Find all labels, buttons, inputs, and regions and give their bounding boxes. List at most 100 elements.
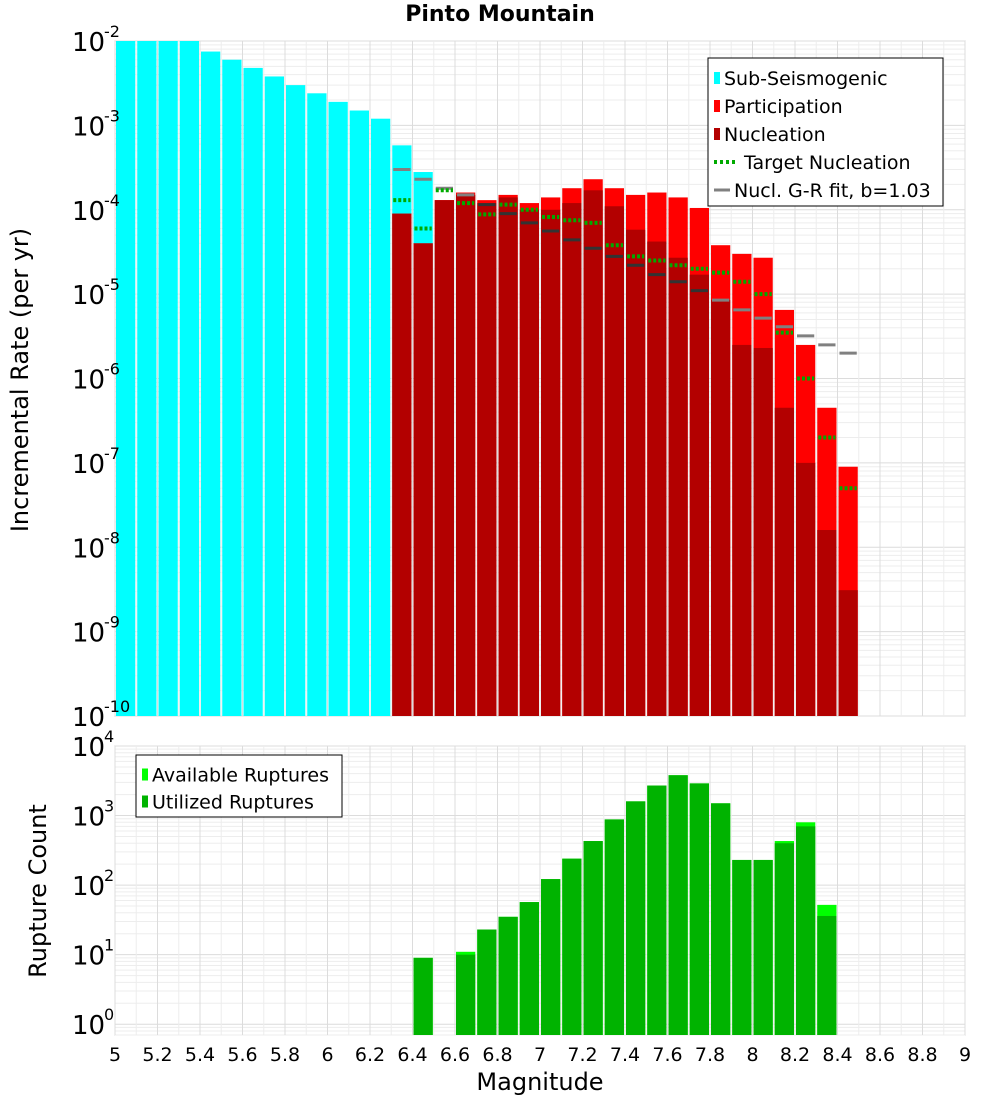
sub-seismogenic-bar	[371, 118, 391, 716]
utilized-ruptures-bar	[796, 826, 816, 1035]
x-tick-label: 5.4	[185, 1044, 215, 1066]
sub-seismogenic-bar	[264, 76, 284, 717]
x-tick-label: 6.2	[355, 1044, 385, 1066]
nucleation-bar	[519, 209, 539, 716]
y-tick-exponent: -4	[104, 191, 120, 210]
top-legend-swatch	[714, 100, 720, 112]
x-tick-label: 8.2	[780, 1044, 810, 1066]
bottom-legend-swatch	[142, 795, 148, 808]
y-tick-label: 10	[72, 1011, 105, 1041]
sub-seismogenic-bar	[328, 101, 348, 716]
y-tick-label: 10	[72, 619, 105, 649]
y-tick-exponent: 0	[104, 1005, 114, 1024]
top-legend-label: Participation	[724, 96, 843, 118]
nucleation-bar	[583, 190, 603, 716]
y-tick-exponent: 2	[104, 866, 114, 885]
y-tick-label: 10	[72, 281, 105, 311]
nucleation-bar	[668, 257, 688, 716]
top-legend-swatch	[714, 128, 720, 140]
sub-seismogenic-bar	[349, 110, 369, 716]
x-tick-label: 7.4	[610, 1044, 640, 1066]
x-tick-label: 7.8	[695, 1044, 725, 1066]
y-tick-exponent: -5	[104, 275, 120, 294]
y-tick-label: 10	[72, 703, 105, 733]
x-axis-label: Magnitude	[476, 1068, 603, 1096]
chart-title: Pinto Mountain	[405, 2, 595, 27]
x-tick-label: 6.4	[397, 1044, 427, 1066]
y-tick-exponent: -8	[104, 528, 120, 547]
y-tick-exponent: 4	[104, 727, 114, 746]
nucleation-bar	[774, 407, 794, 716]
top-legend-swatch	[714, 72, 720, 84]
y-tick-exponent: 1	[104, 936, 114, 955]
nucleation-bar	[817, 530, 837, 716]
utilized-ruptures-bar	[668, 775, 688, 1035]
utilized-ruptures-bar	[498, 916, 518, 1035]
utilized-ruptures-bar	[689, 783, 709, 1035]
x-tick-label: 5.2	[142, 1044, 172, 1066]
bottom-legend-label: Utilized Ruptures	[152, 792, 314, 814]
utilized-ruptures-bar	[626, 801, 646, 1035]
utilized-ruptures-bar	[456, 954, 476, 1035]
y-tick-label: 10	[72, 197, 105, 227]
sub-seismogenic-bar	[137, 41, 157, 716]
nucleation-bar	[456, 194, 476, 716]
utilized-ruptures-bar	[647, 785, 667, 1035]
utilized-ruptures-bar	[753, 859, 773, 1035]
y-tick-label: 10	[72, 28, 105, 58]
x-tick-label: 7.2	[567, 1044, 597, 1066]
top-legend-box	[707, 57, 944, 207]
nucleation-bar	[753, 347, 773, 716]
x-tick-label: 6.8	[482, 1044, 512, 1066]
y-tick-label: 10	[72, 803, 105, 833]
top-legend-label: Sub-Seismogenic	[724, 68, 888, 90]
utilized-ruptures-bar	[413, 957, 433, 1035]
sub-seismogenic-bar	[222, 59, 242, 716]
y-tick-label: 10	[72, 872, 105, 902]
y-tick-label: 10	[72, 112, 105, 142]
utilized-ruptures-bar	[604, 819, 624, 1035]
nucleation-bar	[413, 243, 433, 717]
nucleation-bar	[604, 206, 624, 716]
y-tick-label: 10	[72, 534, 105, 564]
sub-seismogenic-bar	[201, 51, 221, 717]
x-tick-label: 7	[534, 1044, 546, 1066]
top-legend-label: Nucl. G-R fit, b=1.03	[734, 180, 931, 202]
y-tick-exponent: -7	[104, 444, 120, 463]
utilized-ruptures-bar	[477, 929, 497, 1035]
y-tick-label: 10	[72, 450, 105, 480]
bottom-legend-swatch	[142, 768, 148, 781]
sub-seismogenic-bar	[158, 41, 178, 716]
bottom-legend-label: Available Ruptures	[152, 765, 329, 787]
x-tick-label: 5	[109, 1044, 121, 1066]
bottom-legend-box	[135, 754, 343, 818]
nucleation-bar	[626, 229, 646, 717]
sub-seismogenic-bar	[286, 85, 306, 716]
utilized-ruptures-bar	[732, 859, 752, 1035]
nucleation-bar	[689, 274, 709, 716]
y-tick-exponent: -2	[104, 22, 120, 41]
utilized-ruptures-bar	[519, 902, 539, 1035]
x-tick-label: 5.8	[270, 1044, 300, 1066]
top-legend-label: Target Nucleation	[743, 152, 911, 174]
nucleation-bar	[541, 209, 561, 716]
x-tick-label: 7.6	[652, 1044, 682, 1066]
y-tick-exponent: -9	[104, 613, 120, 632]
sub-seismogenic-bar	[307, 93, 327, 716]
x-tick-label: 8.6	[865, 1044, 895, 1066]
x-tick-label: 5.6	[227, 1044, 257, 1066]
nucleation-bar	[392, 213, 412, 717]
nucleation-bar	[562, 203, 582, 716]
bottom-y-axis-label: Rupture Count	[24, 804, 52, 978]
nucleation-bar	[796, 462, 816, 716]
x-tick-label: 8.4	[822, 1044, 852, 1066]
utilized-ruptures-bar	[583, 841, 603, 1035]
y-tick-exponent: 3	[104, 797, 114, 816]
nucleation-bar	[434, 200, 454, 716]
nucleation-bar	[498, 197, 518, 717]
utilized-ruptures-bar	[711, 803, 731, 1035]
y-tick-exponent: -10	[104, 697, 130, 716]
y-tick-exponent: -3	[104, 106, 120, 125]
